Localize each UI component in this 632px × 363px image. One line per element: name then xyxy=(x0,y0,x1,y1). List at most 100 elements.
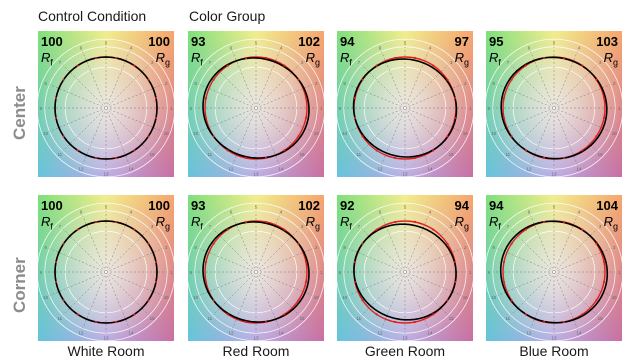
hue-shift-marker-8 xyxy=(204,96,208,100)
hue-shift-marker-14 xyxy=(581,149,584,152)
hue-shift-marker-10 xyxy=(510,135,513,138)
test-source-curve xyxy=(499,220,609,324)
hue-shift-marker-14 xyxy=(283,149,286,152)
hue-bin-label-4: 4 xyxy=(280,210,283,215)
hue-shift-marker-9 xyxy=(54,280,58,284)
rg-symbol: Rg xyxy=(155,50,170,68)
rf-symbol: Rf xyxy=(489,214,501,232)
hue-shift-marker-13 xyxy=(413,156,417,160)
hue-bin-label-9: 9 xyxy=(189,270,192,275)
hue-shift-marker-6 xyxy=(76,64,79,67)
reference-ring-3 xyxy=(188,202,324,341)
hue-bin-label-13: 13 xyxy=(103,171,109,176)
hue-shift-marker-12 xyxy=(393,156,397,160)
hue-shift-marker-12 xyxy=(244,320,248,324)
hue-bin-label-6: 6 xyxy=(528,46,531,51)
cvg-panel-2: 1 2 3 4 5 6 7 8 9 10 11 12 13 14 15 16 93 102 Rf Rg xyxy=(188,31,324,177)
hue-shift-marker-5 xyxy=(393,56,397,60)
hue-shift-marker-7 xyxy=(62,78,65,81)
hue-bin-label-16: 16 xyxy=(612,295,618,300)
reference-ring-2 xyxy=(194,210,318,334)
hue-shift-marker-15 xyxy=(297,135,300,138)
hue-bin-label-3: 3 xyxy=(599,60,602,65)
row-label-center: Center xyxy=(10,86,29,140)
rf-value: 93 xyxy=(191,198,206,213)
hue-shift-marker-8 xyxy=(353,96,357,100)
hue-bin-label-12: 12 xyxy=(378,166,384,171)
hue-bin-label-16: 16 xyxy=(314,295,320,300)
hue-shift-marker-4 xyxy=(114,56,118,60)
reference-ring-3 xyxy=(337,202,473,341)
rf-value: 94 xyxy=(340,34,355,49)
hue-shift-marker-9 xyxy=(54,116,58,120)
hue-shift-marker-4 xyxy=(264,56,268,60)
hue-bin-label-5: 5 xyxy=(255,205,258,210)
hue-shift-marker-8 xyxy=(353,260,357,264)
hue-bin-label-1: 1 xyxy=(170,270,173,275)
center-point xyxy=(552,270,556,274)
rg-value: 100 xyxy=(148,198,170,213)
hue-shift-marker-5 xyxy=(542,56,546,60)
hue-bin-label-13: 13 xyxy=(551,335,557,340)
hue-shift-marker-6 xyxy=(375,64,378,67)
column-label-green-room: Green Room xyxy=(364,343,446,359)
hue-shift-marker-2 xyxy=(147,242,150,245)
rf-symbol: Rf xyxy=(340,50,352,68)
hue-bin-label-14: 14 xyxy=(427,166,433,171)
hue-shift-marker-13 xyxy=(114,320,118,324)
test-source-curve xyxy=(54,56,158,160)
rf-symbol: Rf xyxy=(191,214,203,232)
hue-shift-marker-16 xyxy=(602,116,606,120)
hue-shift-marker-9 xyxy=(204,280,208,284)
hue-bin-label-11: 11 xyxy=(208,316,213,321)
center-point xyxy=(403,270,407,274)
hue-bin-label-7: 7 xyxy=(507,60,510,65)
hue-shift-marker-7 xyxy=(510,242,513,245)
hue-bin-label-8: 8 xyxy=(343,81,346,86)
hue-bin-label-13: 13 xyxy=(103,335,109,340)
rg-value: 100 xyxy=(148,34,170,49)
hue-bin-label-8: 8 xyxy=(492,81,495,86)
hue-bin-label-10: 10 xyxy=(491,295,497,300)
hue-bin-label-15: 15 xyxy=(150,316,156,321)
cvg-panel-5: 1 2 3 4 5 6 7 8 9 10 11 12 13 14 15 16 100 100 Rf Rg xyxy=(38,195,174,341)
hue-bin-label-4: 4 xyxy=(280,46,283,51)
hue-bin-label-9: 9 xyxy=(487,270,490,275)
rf-value: 95 xyxy=(489,34,504,49)
rf-value: 100 xyxy=(41,34,63,49)
hue-bin-label-1: 1 xyxy=(170,106,173,111)
hue-shift-marker-11 xyxy=(226,149,229,152)
hue-bin-label-1: 1 xyxy=(320,270,323,275)
hue-bin-label-16: 16 xyxy=(164,295,170,300)
hue-bin-label-2: 2 xyxy=(613,81,616,86)
hue-shift-marker-3 xyxy=(133,228,136,231)
hue-shift-marker-3 xyxy=(432,228,435,231)
hue-shift-marker-7 xyxy=(212,78,215,81)
hue-shift-marker-12 xyxy=(94,156,98,160)
hue-shift-marker-1 xyxy=(453,96,457,100)
hue-bin-label-2: 2 xyxy=(165,245,168,250)
hue-bin-label-5: 5 xyxy=(404,41,407,46)
test-source-curve xyxy=(202,221,310,323)
hue-shift-marker-3 xyxy=(283,228,286,231)
hue-bin-label-12: 12 xyxy=(527,330,533,335)
hue-bin-label-12: 12 xyxy=(229,166,235,171)
hue-shift-marker-8 xyxy=(54,260,58,264)
hue-bin-label-7: 7 xyxy=(209,224,212,229)
hue-shift-marker-16 xyxy=(304,116,308,120)
hue-shift-marker-15 xyxy=(595,299,598,302)
cvg-panel-3: 1 2 3 4 5 6 7 8 9 10 11 12 13 14 15 16 94 97 Rf Rg xyxy=(337,31,473,177)
hue-shift-marker-13 xyxy=(562,320,566,324)
hue-bin-label-6: 6 xyxy=(379,46,382,51)
hue-bin-label-15: 15 xyxy=(449,316,455,321)
hue-bin-label-14: 14 xyxy=(278,330,284,335)
hue-shift-marker-10 xyxy=(361,299,364,302)
hue-bin-label-15: 15 xyxy=(598,152,604,157)
hue-shift-marker-16 xyxy=(154,116,158,120)
hue-bin-label-8: 8 xyxy=(194,81,197,86)
center-point xyxy=(254,106,258,110)
hue-bin-label-11: 11 xyxy=(506,152,511,157)
cvg-panel-7: 1 2 3 4 5 6 7 8 9 10 11 12 13 14 15 16 92 94 Rf Rg xyxy=(337,195,473,341)
hue-bin-label-9: 9 xyxy=(487,106,490,111)
header-control-condition: Control Condition xyxy=(38,8,147,24)
